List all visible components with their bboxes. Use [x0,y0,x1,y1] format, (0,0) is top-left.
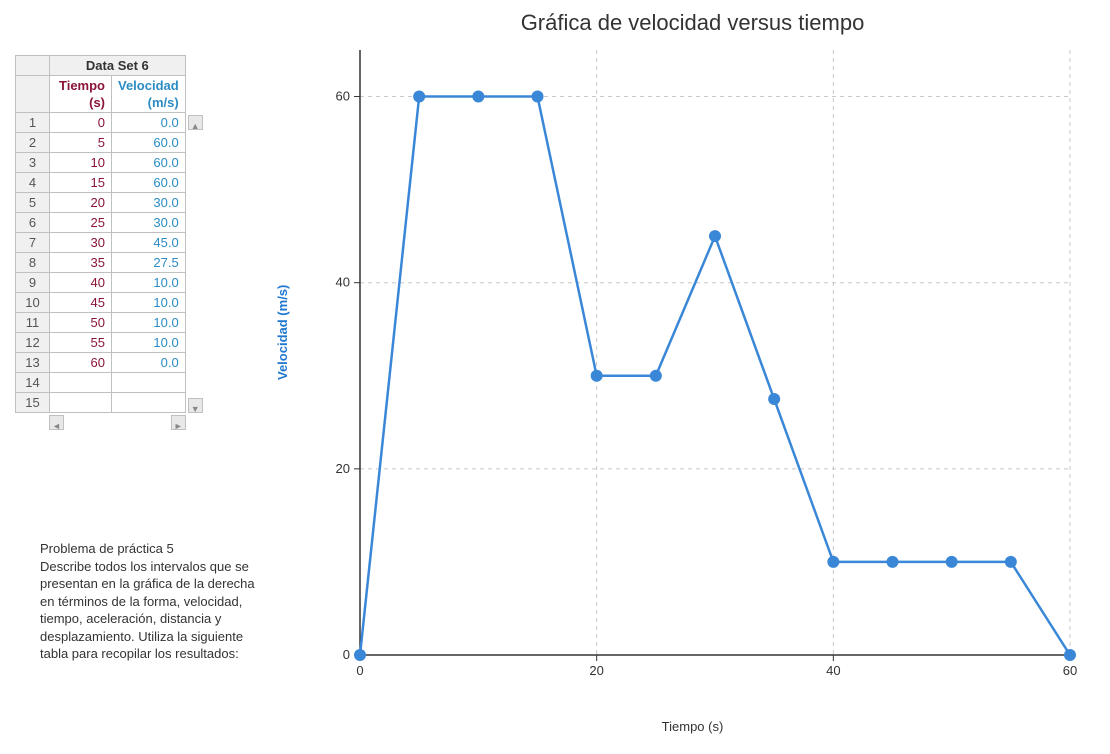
svg-text:60: 60 [336,89,350,104]
table-row[interactable]: 31060.0 [16,153,186,173]
row-number: 7 [16,233,50,253]
table-row[interactable]: 104510.0 [16,293,186,313]
scroll-up-arrow[interactable]: ▲ [188,115,203,130]
svg-text:0: 0 [356,663,363,678]
cell-velocidad[interactable]: 0.0 [112,353,186,373]
cell-tiempo[interactable]: 35 [50,253,112,273]
row-number: 5 [16,193,50,213]
chart-svg: 0 20 40 60 0 20 40 60 [330,45,1090,685]
cell-tiempo[interactable] [50,393,112,413]
cell-velocidad[interactable]: 27.5 [112,253,186,273]
row-number: 9 [16,273,50,293]
table-row[interactable]: 14 [16,373,186,393]
row-number: 8 [16,253,50,273]
cell-velocidad[interactable] [112,393,186,413]
svg-text:20: 20 [589,663,603,678]
cell-velocidad[interactable]: 60.0 [112,133,186,153]
row-number: 13 [16,353,50,373]
table-row[interactable]: 13600.0 [16,353,186,373]
cell-tiempo[interactable]: 40 [50,273,112,293]
chart-xlabel: Tiempo (s) [275,719,1110,734]
cell-velocidad[interactable]: 60.0 [112,173,186,193]
row-number: 14 [16,373,50,393]
svg-text:0: 0 [343,647,350,662]
cell-velocidad[interactable]: 10.0 [112,313,186,333]
scroll-left-arrow[interactable]: ◄ [49,415,64,430]
row-number: 10 [16,293,50,313]
cell-velocidad[interactable]: 45.0 [112,233,186,253]
problem-text: Problema de práctica 5 Describe todos lo… [40,540,255,663]
table-row[interactable]: 52030.0 [16,193,186,213]
svg-text:40: 40 [826,663,840,678]
cell-tiempo[interactable]: 20 [50,193,112,213]
row-number: 12 [16,333,50,353]
table-row[interactable]: 62530.0 [16,213,186,233]
cell-velocidad[interactable] [112,373,186,393]
row-number: 4 [16,173,50,193]
row-number: 6 [16,213,50,233]
cell-tiempo[interactable]: 0 [50,113,112,133]
scroll-right-arrow[interactable]: ► [171,415,186,430]
cell-tiempo[interactable]: 25 [50,213,112,233]
cell-tiempo[interactable]: 45 [50,293,112,313]
cell-velocidad[interactable]: 10.0 [112,293,186,313]
svg-text:60: 60 [1063,663,1077,678]
data-table[interactable]: Data Set 6 Tiempo(s) Velocidad(m/s) 100.… [15,55,186,413]
svg-text:20: 20 [336,461,350,476]
chart-ylabel: Velocidad (m/s) [275,285,290,380]
col-header-velocidad: Velocidad(m/s) [112,76,186,113]
table-row[interactable]: 94010.0 [16,273,186,293]
cell-tiempo[interactable]: 60 [50,353,112,373]
table-row[interactable]: 115010.0 [16,313,186,333]
row-number: 3 [16,153,50,173]
col-header-tiempo: Tiempo(s) [50,76,112,113]
cell-tiempo[interactable] [50,373,112,393]
table-row[interactable]: 41560.0 [16,173,186,193]
row-number: 2 [16,133,50,153]
cell-velocidad[interactable]: 30.0 [112,193,186,213]
problem-body: Describe todos los intervalos que se pre… [40,558,255,663]
table-row[interactable]: 100.0 [16,113,186,133]
table-row[interactable]: 73045.0 [16,233,186,253]
cell-tiempo[interactable]: 5 [50,133,112,153]
dataset-header: Data Set 6 [50,56,186,76]
scroll-down-arrow[interactable]: ▼ [188,398,203,413]
cell-velocidad[interactable]: 0.0 [112,113,186,133]
cell-tiempo[interactable]: 30 [50,233,112,253]
table-row[interactable]: 2560.0 [16,133,186,153]
row-number: 15 [16,393,50,413]
cell-tiempo[interactable]: 50 [50,313,112,333]
row-number: 1 [16,113,50,133]
table-row[interactable]: 125510.0 [16,333,186,353]
svg-text:40: 40 [336,275,350,290]
cell-tiempo[interactable]: 55 [50,333,112,353]
cell-velocidad[interactable]: 10.0 [112,333,186,353]
chart-area: Gráfica de velocidad versus tiempo Veloc… [275,0,1110,754]
problem-title: Problema de práctica 5 [40,540,255,558]
cell-tiempo[interactable]: 15 [50,173,112,193]
cell-tiempo[interactable]: 10 [50,153,112,173]
table-row[interactable]: 83527.5 [16,253,186,273]
chart-title: Gráfica de velocidad versus tiempo [275,10,1110,36]
chart-plot: 0 20 40 60 0 20 40 60 [330,45,1090,685]
cell-velocidad[interactable]: 60.0 [112,153,186,173]
cell-velocidad[interactable]: 30.0 [112,213,186,233]
cell-velocidad[interactable]: 10.0 [112,273,186,293]
table-row[interactable]: 15 [16,393,186,413]
row-number: 11 [16,313,50,333]
data-table-panel: Data Set 6 Tiempo(s) Velocidad(m/s) 100.… [15,55,186,413]
table-corner [16,56,50,76]
